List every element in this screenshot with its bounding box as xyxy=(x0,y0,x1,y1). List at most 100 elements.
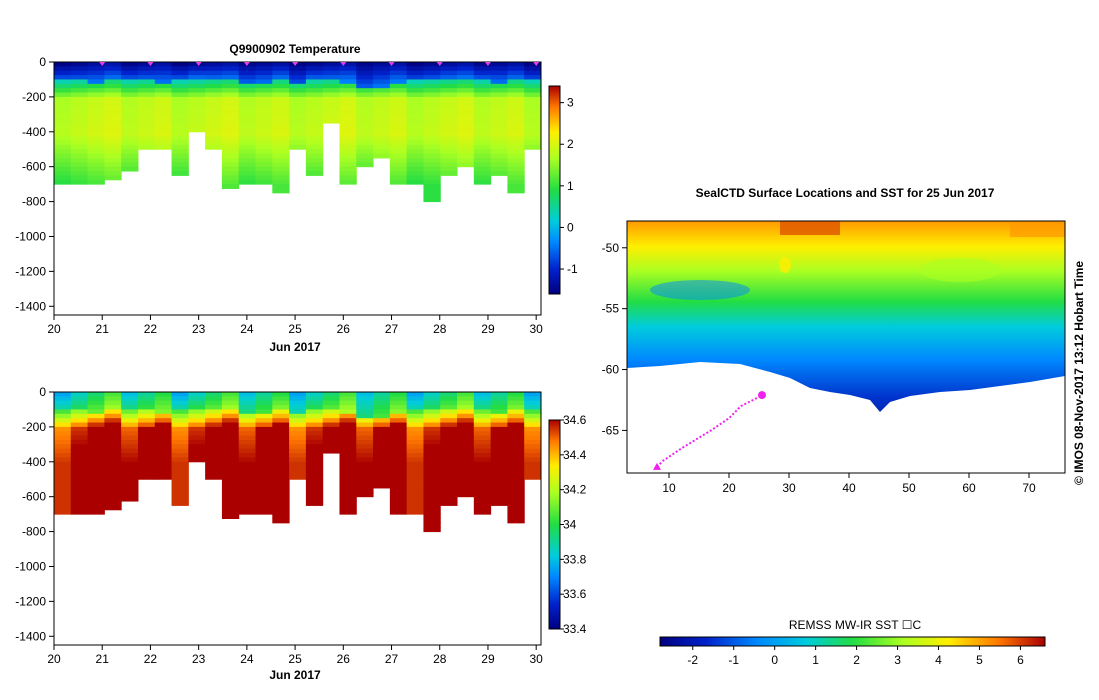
colorbar-tick-label: 34 xyxy=(563,518,577,532)
heatmap-cell xyxy=(154,435,173,441)
heatmap-cell xyxy=(121,166,139,172)
heatmap-cell xyxy=(70,396,89,402)
heatmap-cell xyxy=(238,157,257,163)
heatmap-cell xyxy=(356,105,374,111)
heatmap-cell xyxy=(121,466,139,472)
heatmap-cell xyxy=(457,431,475,437)
heatmap-cell xyxy=(457,83,475,89)
heatmap-cell xyxy=(221,413,240,419)
heatmap-cell xyxy=(272,79,290,85)
heatmap-cell xyxy=(121,396,139,402)
heatmap-cell xyxy=(87,501,105,506)
heatmap-cell xyxy=(205,79,223,85)
heatmap-cell xyxy=(440,171,458,176)
heatmap-cell xyxy=(171,88,189,94)
heatmap-cell xyxy=(406,474,424,480)
heatmap-cell xyxy=(154,96,173,102)
heatmap-cell xyxy=(87,487,105,493)
heatmap-cell xyxy=(473,140,492,146)
heatmap-cell xyxy=(457,461,475,467)
heatmap-cell xyxy=(406,101,424,107)
heatmap-cell xyxy=(87,153,105,159)
heatmap-cell xyxy=(221,166,240,172)
heatmap-cell xyxy=(104,66,122,72)
heatmap-cell xyxy=(188,123,206,128)
heatmap-cell xyxy=(373,392,391,397)
heatmap-cell xyxy=(389,96,408,102)
heatmap-cell xyxy=(238,396,257,402)
heatmap-cell xyxy=(221,162,240,168)
heatmap-cell xyxy=(440,114,458,120)
heatmap-cell xyxy=(137,88,156,94)
heatmap-cell xyxy=(507,418,525,424)
x-tick-label: 26 xyxy=(337,322,351,336)
heatmap-cell xyxy=(490,457,508,463)
heatmap-cell xyxy=(121,149,139,155)
heatmap-cell xyxy=(389,396,408,402)
heatmap-cell xyxy=(524,109,542,115)
heatmap-cell xyxy=(524,70,542,76)
x-tick-label: 30 xyxy=(529,652,543,666)
heatmap-cell xyxy=(188,409,206,415)
heatmap-cell xyxy=(104,474,122,480)
heatmap-cell xyxy=(305,405,324,410)
heatmap-cell xyxy=(70,92,89,98)
heatmap-cell xyxy=(524,466,542,472)
heatmap-cell xyxy=(339,66,357,72)
heatmap-cell xyxy=(188,405,206,410)
heatmap-cell xyxy=(205,466,223,472)
heatmap-cell xyxy=(221,470,240,476)
heatmap-cell xyxy=(356,92,374,98)
heatmap-cell xyxy=(473,131,492,137)
heatmap-cell xyxy=(423,514,441,519)
heatmap-cell xyxy=(104,435,122,441)
heatmap-cell xyxy=(104,105,122,111)
heatmap-cell xyxy=(356,136,374,142)
heatmap-cell xyxy=(473,101,492,107)
sst-colorbar-tick-label: 3 xyxy=(894,653,901,667)
heatmap-cell xyxy=(154,448,173,454)
heatmap-cell xyxy=(440,140,458,146)
heatmap-cell xyxy=(406,487,424,493)
heatmap-cell xyxy=(221,418,240,424)
heatmap-cell xyxy=(104,418,122,424)
heatmap-cell xyxy=(305,136,324,142)
heatmap-cell xyxy=(104,448,122,454)
heatmap-cell xyxy=(473,79,492,85)
heatmap-cell xyxy=(440,131,458,137)
heatmap-cell xyxy=(440,400,458,406)
heatmap-cell xyxy=(305,448,324,454)
heatmap-cell xyxy=(272,431,290,437)
heatmap-cell xyxy=(473,413,492,419)
heatmap-cell xyxy=(188,105,206,111)
heatmap-cell xyxy=(356,101,374,107)
heatmap-cell xyxy=(255,153,273,159)
heatmap-cell xyxy=(373,153,391,159)
heatmap-cell xyxy=(121,435,139,441)
heatmap-cell xyxy=(221,426,240,432)
heatmap-cell xyxy=(457,127,475,133)
heatmap-cell xyxy=(339,466,357,472)
heatmap-cell xyxy=(457,144,475,150)
heatmap-cell xyxy=(104,505,122,511)
heatmap-cell xyxy=(255,131,273,137)
heatmap-cell xyxy=(70,166,89,172)
heatmap-cell xyxy=(171,439,189,445)
heatmap-cell xyxy=(87,162,105,168)
heatmap-cell xyxy=(490,405,508,410)
heatmap-cell xyxy=(221,114,240,120)
heatmap-cell xyxy=(87,157,105,163)
heatmap-cell xyxy=(137,435,156,441)
heatmap-cell xyxy=(423,470,441,476)
heatmap-cell xyxy=(188,70,206,76)
heatmap-cell xyxy=(473,166,492,172)
heatmap-cell xyxy=(490,474,508,480)
heatmap-cell xyxy=(171,474,189,480)
heatmap-cell xyxy=(457,109,475,115)
heatmap-cell xyxy=(457,487,475,493)
sst-colorbar-tick-label: -1 xyxy=(728,653,739,667)
heatmap-cell xyxy=(289,140,307,146)
heatmap-cell xyxy=(389,101,408,107)
heatmap-cell xyxy=(322,79,340,85)
heatmap-cell xyxy=(289,131,307,137)
